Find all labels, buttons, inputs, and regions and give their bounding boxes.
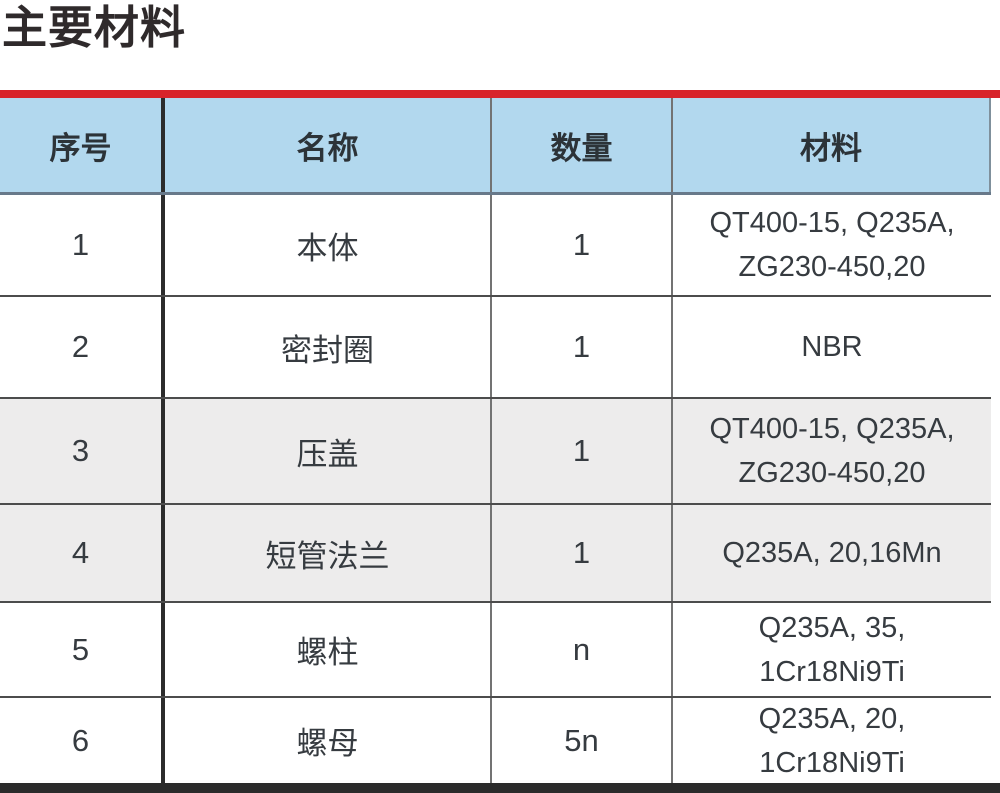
table-header-row: 序号 名称 数量 材料: [0, 98, 991, 195]
header-cell-qty: 数量: [492, 98, 673, 192]
cell-qty: 1: [492, 297, 673, 397]
table-top-accent-bar: [0, 90, 1000, 98]
cell-name: 短管法兰: [165, 505, 492, 601]
material-line-2: 1Cr18Ni9Ti: [759, 746, 905, 779]
table-row: 6 螺母 5n Q235A, 20, 1Cr18Ni9Ti: [0, 698, 991, 783]
cell-material: QT400-15, Q235A, ZG230-450,20: [673, 195, 991, 295]
cell-name: 密封圈: [165, 297, 492, 397]
material-line-2: ZG230-450,20: [738, 251, 926, 283]
cell-qty: 1: [492, 505, 673, 601]
material-line-1: Q235A, 20,: [758, 702, 906, 735]
page-title: 主要材料: [2, 2, 187, 53]
cell-no: 4: [0, 505, 165, 601]
cell-qty: 1: [492, 399, 673, 503]
material-line-1: NBR: [801, 331, 863, 363]
cell-name: 螺母: [165, 698, 492, 783]
cell-name: 压盖: [165, 399, 492, 503]
cell-material: Q235A, 35, 1Cr18Ni9Ti: [673, 603, 991, 696]
materials-table: 序号 名称 数量 材料 1 本体 1 QT400-15, Q235A, ZG23…: [0, 90, 1000, 793]
cell-no: 1: [0, 195, 165, 295]
cell-material: QT400-15, Q235A, ZG230-450,20: [673, 399, 991, 503]
table-row: 3 压盖 1 QT400-15, Q235A, ZG230-450,20: [0, 399, 991, 505]
cell-material: NBR: [673, 297, 991, 397]
cell-name: 本体: [165, 195, 492, 295]
header-cell-no: 序号: [0, 98, 165, 192]
cell-material: Q235A, 20, 1Cr18Ni9Ti: [673, 698, 991, 783]
table-row: 5 螺柱 n Q235A, 35, 1Cr18Ni9Ti: [0, 603, 991, 698]
material-line-1: QT400-15, Q235A,: [709, 207, 955, 239]
cell-no: 5: [0, 603, 165, 696]
cell-qty: n: [492, 603, 673, 696]
table-bottom-bar: [0, 783, 1000, 793]
cell-no: 3: [0, 399, 165, 503]
material-line-1: Q235A, 35,: [758, 611, 906, 644]
cell-no: 6: [0, 698, 165, 783]
table-row: 2 密封圈 1 NBR: [0, 297, 991, 399]
header-cell-material: 材料: [673, 98, 991, 192]
cell-no: 2: [0, 297, 165, 397]
cell-qty: 5n: [492, 698, 673, 783]
material-line-1: QT400-15, Q235A,: [709, 413, 955, 445]
material-line-2: 1Cr18Ni9Ti: [759, 655, 905, 688]
material-line-2: ZG230-450,20: [738, 457, 926, 489]
cell-material: Q235A, 20,16Mn: [673, 505, 991, 601]
cell-qty: 1: [492, 195, 673, 295]
table-row: 1 本体 1 QT400-15, Q235A, ZG230-450,20: [0, 195, 991, 297]
cell-name: 螺柱: [165, 603, 492, 696]
header-cell-name: 名称: [165, 98, 492, 192]
material-line-1: Q235A, 20,16Mn: [722, 537, 942, 569]
table-row: 4 短管法兰 1 Q235A, 20,16Mn: [0, 505, 991, 603]
